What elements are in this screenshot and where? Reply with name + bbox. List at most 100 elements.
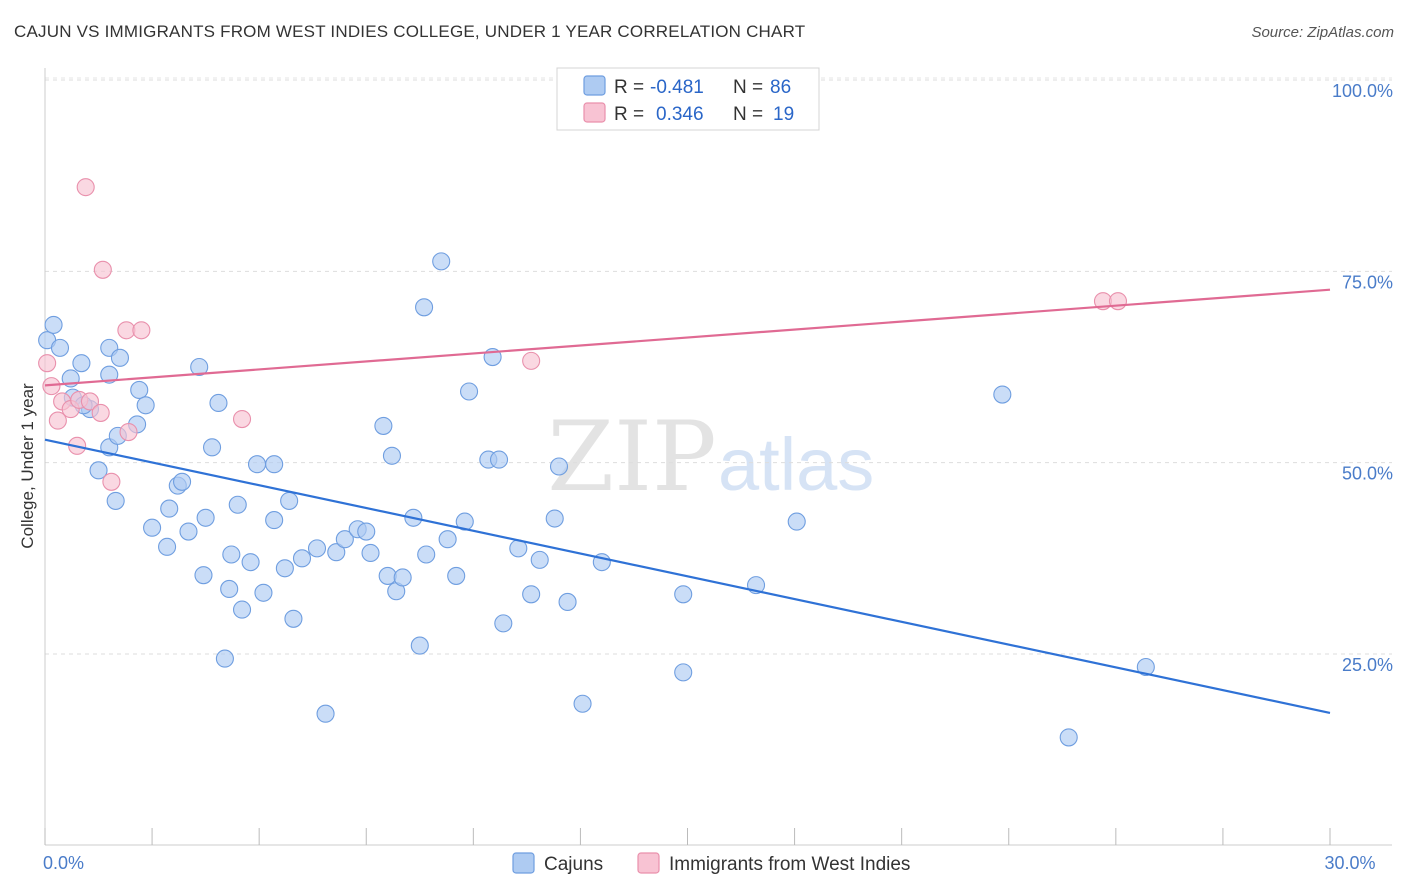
bottom-legend-label-cajuns: Cajuns: [544, 854, 603, 875]
series-legend: Cajuns Immigrants from West Indies: [512, 852, 910, 875]
y-tick-label: 100.0%: [1332, 81, 1393, 101]
legend-r-label-west-indies: R =: [614, 104, 644, 125]
axes: [44, 68, 1392, 846]
cajuns-point-81: [1059, 728, 1078, 747]
cajuns-point-27: [203, 438, 222, 457]
cajuns-point-40: [280, 491, 299, 510]
cajuns-point-2: [50, 338, 70, 357]
cajuns-point-12: [130, 380, 149, 400]
legend-r-label-cajuns: R =: [614, 77, 644, 98]
cajuns-point-62: [455, 512, 474, 531]
cajuns-point-82: [1136, 657, 1155, 677]
cajuns-point-31: [222, 545, 241, 564]
cajuns-point-49: [361, 543, 380, 563]
watermark-zip: ZIP: [547, 401, 716, 513]
cajuns-point-61: [447, 566, 466, 585]
legend-n-value-cajuns: 86: [770, 77, 791, 98]
y-tick-label: 25.0%: [1342, 655, 1393, 675]
cajuns-points: [38, 252, 1155, 747]
legend-swatch-cajuns: [583, 75, 606, 96]
legend-n-label-cajuns: N =: [733, 77, 763, 98]
west-indies-point-16: [522, 351, 541, 370]
cajuns-point-29: [215, 649, 234, 668]
cajuns-point-72: [549, 457, 569, 476]
cajuns-point-25: [194, 566, 213, 585]
x-tick-label: 0.0%: [43, 853, 84, 873]
x-ticks: [44, 828, 1331, 845]
legend-r-value-cajuns: -0.481: [650, 77, 704, 98]
cajuns-point-32: [228, 495, 247, 514]
cajuns-trend-line: [44, 438, 1331, 715]
west-indies-point-7: [76, 178, 95, 197]
west-indies-trend-line: [44, 288, 1331, 387]
cajuns-point-1: [44, 315, 63, 334]
cajuns-point-54: [393, 568, 412, 587]
cajuns-point-50: [374, 416, 393, 435]
cajuns-point-13: [136, 396, 155, 415]
cajuns-point-26: [196, 508, 215, 527]
cajuns-point-42: [292, 549, 312, 568]
west-indies-point-15: [232, 409, 252, 429]
cajuns-point-19: [158, 537, 177, 556]
west-indies-point-10: [93, 260, 112, 279]
cajuns-point-38: [265, 455, 284, 474]
legend-r-value-west-indies: 0.346: [656, 104, 704, 125]
trend-lines: [44, 288, 1331, 715]
y-tick-label: 75.0%: [1342, 272, 1393, 292]
cajuns-point-36: [254, 583, 273, 602]
bottom-legend-swatch-west-indies: [637, 852, 660, 874]
west-indies-point-18: [1108, 292, 1128, 311]
cajuns-point-51: [378, 566, 397, 585]
bottom-legend-label-west-indies: Immigrants from West Indies: [669, 854, 910, 875]
cajuns-point-70: [530, 550, 549, 569]
cajuns-point-22: [173, 472, 192, 491]
legend-swatch-west-indies: [583, 102, 606, 123]
cajuns-point-74: [573, 694, 592, 713]
cajuns-point-80: [993, 385, 1012, 404]
cajuns-point-17: [106, 491, 125, 510]
legend-n-label-west-indies: N =: [733, 104, 763, 125]
x-tick-label: 30.0%: [1324, 853, 1375, 873]
cajuns-point-48: [357, 522, 376, 541]
cajuns-point-23: [179, 522, 198, 541]
cajuns-point-11: [110, 348, 130, 367]
cajuns-point-56: [410, 636, 429, 655]
west-indies-point-9: [91, 403, 110, 422]
y-tick-label: 50.0%: [1342, 464, 1393, 484]
cajuns-point-46: [335, 530, 354, 549]
y-tick-labels: 25.0% 50.0% 75.0% 100.0%: [1332, 81, 1393, 675]
source-label: Source: ZipAtlas.com: [1251, 24, 1394, 41]
cajuns-point-76: [674, 585, 693, 604]
cajuns-point-65: [489, 450, 509, 469]
west-indies-point-8: [80, 392, 100, 411]
west-indies-point-13: [119, 423, 138, 442]
x-tick-labels: 0.0% 30.0%: [43, 853, 1376, 873]
cajuns-point-20: [160, 499, 179, 518]
cajuns-point-63: [459, 382, 479, 401]
cajuns-point-77: [674, 663, 693, 682]
cajuns-point-52: [382, 446, 402, 465]
cajuns-point-43: [307, 539, 327, 558]
west-indies-point-14: [132, 321, 151, 340]
stats-legend: R = -0.481 N = 86 R = 0.346 N = 19: [556, 67, 820, 131]
cajuns-point-24: [190, 357, 209, 377]
cajuns-point-58: [417, 545, 436, 564]
cajuns-point-67: [494, 614, 513, 633]
west-indies-point-3: [48, 411, 67, 430]
cajuns-point-44: [316, 704, 335, 723]
cajuns-point-73: [558, 592, 577, 612]
cajuns-point-41: [284, 609, 303, 628]
y-axis-label: College, Under 1 year: [18, 383, 37, 549]
cajuns-point-57: [415, 298, 434, 317]
cajuns-point-59: [432, 252, 451, 271]
cajuns-point-34: [241, 553, 260, 572]
cajuns-point-45: [327, 543, 346, 562]
cajuns-point-79: [787, 512, 806, 531]
bottom-legend-swatch-cajuns: [512, 852, 535, 874]
cajuns-point-37: [265, 511, 284, 530]
west-indies-point-1: [42, 377, 61, 396]
cajuns-point-35: [247, 455, 267, 474]
watermark-atlas: atlas: [718, 423, 874, 506]
cajuns-point-60: [438, 530, 457, 549]
cajuns-point-4: [72, 354, 91, 373]
